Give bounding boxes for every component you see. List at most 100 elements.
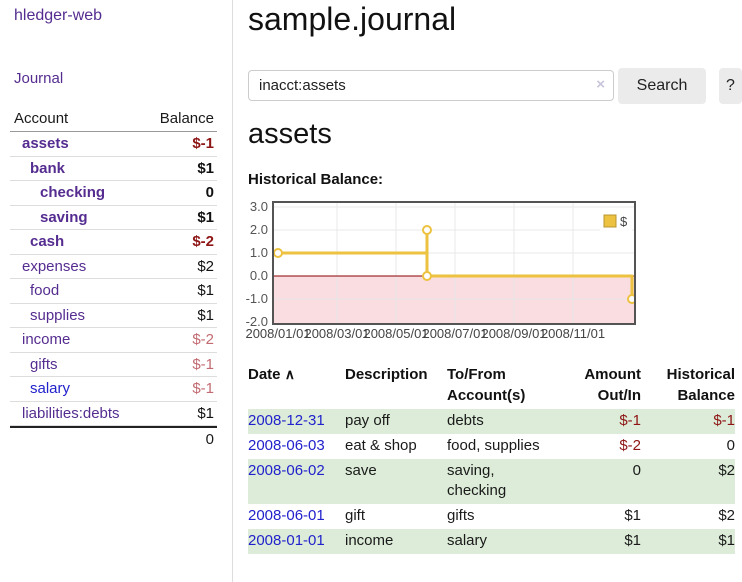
transaction-balance: $-1	[713, 412, 735, 429]
account-link-income[interactable]: income	[22, 331, 71, 348]
account-row-expenses: expenses $2	[10, 255, 217, 279]
account-balance: $2	[197, 257, 214, 275]
y-axis-tick: 1.0	[249, 245, 268, 260]
register-header-balance: Historical Balance	[641, 362, 735, 409]
transaction-amount: 0	[632, 462, 641, 479]
account-link-checking[interactable]: checking	[40, 184, 106, 201]
register-row: 2008-06-03 eat & shop food, supplies $-2…	[248, 434, 735, 459]
transaction-balance: 0	[726, 437, 735, 454]
account-row-assets: assets $-1	[10, 132, 217, 157]
main-content: sample.journal × Search ? assets Histori…	[245, 0, 742, 582]
account-link-gifts[interactable]: gifts	[30, 355, 58, 373]
x-axis-tick: 2008/07/01	[422, 326, 488, 341]
register-header-date[interactable]: Date ∧	[248, 362, 345, 409]
transaction-description: pay off	[345, 412, 390, 429]
accounts-table-header: Account Balance	[10, 106, 217, 132]
transaction-date-link[interactable]: 2008-12-31	[248, 412, 325, 429]
account-link-bank[interactable]: bank	[30, 159, 66, 177]
account-row-saving: saving $1	[10, 206, 217, 230]
transaction-date-link[interactable]: 2008-06-03	[248, 437, 325, 454]
account-balance: 0	[205, 184, 214, 201]
account-link-salary[interactable]: salary	[30, 380, 71, 397]
y-axis-tick: 0.0	[249, 268, 268, 283]
x-axis-tick: 2008/03/01	[304, 326, 370, 341]
negative-region	[274, 276, 634, 323]
accounts-total: 0	[10, 426, 217, 452]
register-header-balance-line2: Balance	[677, 387, 735, 404]
account-link-supplies[interactable]: supplies	[30, 306, 86, 324]
y-axis-tick: 2.0	[249, 222, 268, 237]
account-balance: $-2	[192, 331, 214, 348]
chart-canvas: $	[273, 203, 637, 323]
register-table: Date ∧ Description To/From Account(s) Am…	[248, 362, 735, 554]
account-row-cash: cash $-2	[10, 230, 217, 255]
transaction-accounts: food, supplies	[447, 437, 540, 454]
transaction-balance: $1	[718, 532, 735, 549]
chart-plot-area: $	[272, 201, 637, 325]
account-link-assets[interactable]: assets	[22, 135, 69, 152]
register-row: 2008-06-02 save saving, checking 0 $2	[248, 459, 735, 504]
page-title: sample.journal	[248, 1, 457, 37]
legend-swatch	[603, 214, 617, 228]
x-axis-tick: 2008/09/01	[481, 326, 547, 341]
legend-label: $	[620, 214, 628, 229]
transaction-description: gift	[345, 507, 366, 524]
account-row-income: income $-2	[10, 328, 217, 353]
y-axis-tick: -1.0	[245, 291, 268, 306]
account-link-liabilities-debts[interactable]: liabilities:debts	[22, 404, 120, 422]
register-header-accounts-line2: Account(s)	[447, 387, 526, 404]
accounts-table: Account Balance assets $-1 bank $1 check…	[10, 106, 217, 452]
accounts-header-balance: Balance	[159, 110, 214, 127]
account-heading: assets	[248, 118, 332, 150]
transaction-accounts: gifts	[447, 507, 475, 524]
register-header-amount-line2: Out/In	[597, 387, 641, 404]
account-row-supplies: supplies $1	[10, 304, 217, 328]
register-header-description: Description	[345, 366, 428, 383]
register-row: 2008-12-31 pay off debts $-1 $-1	[248, 409, 735, 434]
account-balance: $1	[197, 404, 214, 422]
transaction-date-link[interactable]: 2008-06-01	[248, 507, 325, 524]
transaction-amount: $1	[624, 532, 641, 549]
account-row-liabilities-debts: liabilities:debts $1	[10, 402, 217, 426]
x-axis-tick: 2008/05/01	[363, 326, 429, 341]
account-link-cash[interactable]: cash	[30, 233, 65, 250]
register-header-accounts-line1: To/From	[447, 366, 506, 383]
search-box: ×	[248, 70, 614, 101]
search-button[interactable]: Search	[618, 68, 706, 104]
transaction-description: save	[345, 462, 377, 479]
account-link-expenses[interactable]: expenses	[22, 257, 87, 275]
search-input[interactable]	[248, 70, 614, 101]
register-header-amount-line1: Amount	[584, 366, 641, 383]
sidebar-item-journal[interactable]: Journal	[14, 70, 64, 87]
account-balance: $1	[197, 208, 214, 226]
y-axis-tick: -2.0	[245, 314, 268, 329]
help-button[interactable]: ?	[719, 68, 742, 104]
register-header-accounts: To/From Account(s)	[447, 362, 559, 409]
account-link-food[interactable]: food	[30, 282, 60, 299]
clear-search-icon[interactable]: ×	[596, 76, 605, 93]
transaction-balance: $2	[718, 462, 735, 479]
account-balance: $-1	[192, 135, 214, 152]
sidebar: hledger-web Journal Account Balance asse…	[0, 0, 233, 582]
transaction-date-link[interactable]: 2008-06-02	[248, 462, 325, 479]
x-axis-tick: 2008/11/01	[540, 326, 606, 341]
y-axis-tick: 3.0	[249, 199, 268, 214]
account-row-checking: checking 0	[10, 181, 217, 206]
transaction-description: income	[345, 532, 394, 549]
chart-legend: $	[600, 211, 632, 231]
data-point-markers	[273, 225, 637, 304]
account-balance: $1	[197, 282, 214, 299]
account-link-saving[interactable]: saving	[40, 208, 88, 226]
transaction-date-link[interactable]: 2008-01-01	[248, 532, 325, 549]
register-header-amount: Amount Out/In	[559, 362, 641, 409]
x-axis-tick: 2008/01/01	[245, 326, 311, 341]
account-balance: $-1	[192, 380, 214, 397]
transaction-amount: $1	[624, 507, 641, 524]
transaction-amount: $-2	[619, 437, 641, 454]
account-row-food: food $1	[10, 279, 217, 304]
chart-title: Historical Balance:	[248, 171, 384, 188]
register-row: 2008-01-01 income salary $1 $1	[248, 529, 735, 554]
app-title-link[interactable]: hledger-web	[14, 7, 103, 24]
transaction-accounts: debts	[447, 412, 484, 429]
account-balance: $-2	[192, 233, 214, 250]
